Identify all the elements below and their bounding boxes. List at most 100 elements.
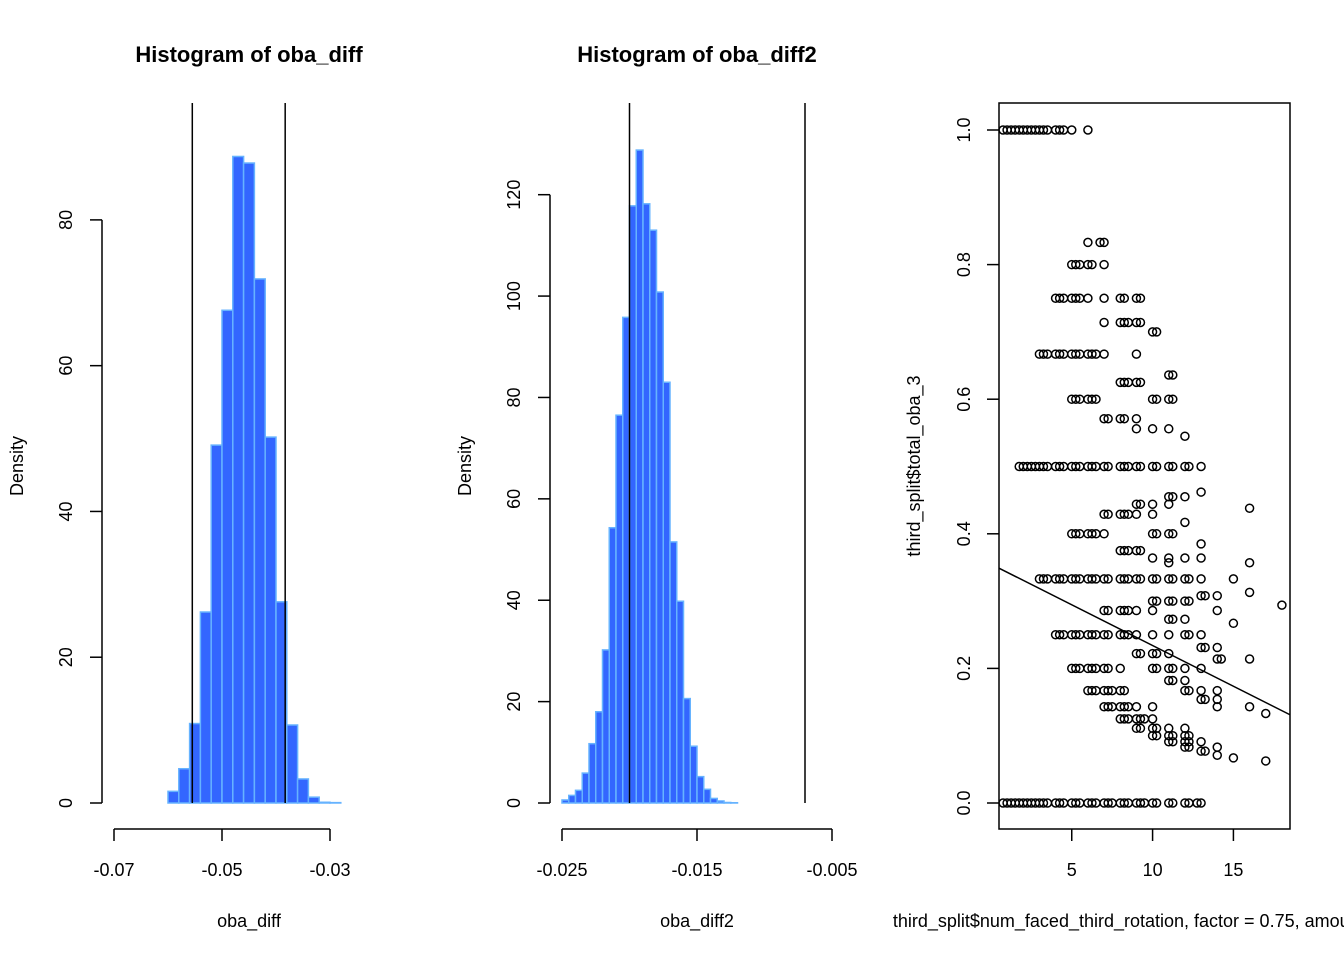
- y-axis: 0 20 40 60 80: [56, 210, 103, 808]
- bars: [167, 155, 342, 804]
- data-point: [1147, 394, 1158, 404]
- histogram-bar: [264, 436, 277, 804]
- y-axis: 0.0 0.2 0.4 0.6 0.8 1.0: [954, 117, 999, 816]
- histogram-bar: [210, 444, 223, 804]
- data-point: [1147, 714, 1158, 724]
- data-point: [1261, 708, 1271, 719]
- data-point: [1083, 259, 1093, 270]
- data-point: [1087, 574, 1097, 584]
- data-point: [1164, 737, 1174, 747]
- data-point: [1131, 648, 1142, 659]
- data-point: [1147, 596, 1158, 606]
- data-point: [1131, 424, 1142, 434]
- data-point: [1164, 798, 1174, 808]
- data-point: [1131, 377, 1142, 388]
- data-point: [1147, 553, 1158, 563]
- data-point: [1151, 529, 1162, 539]
- data-point: [1147, 605, 1158, 616]
- histogram-bar: [716, 800, 725, 804]
- data-point: [1135, 377, 1146, 388]
- data-point: [1087, 461, 1097, 472]
- data-point: [1180, 461, 1190, 472]
- histogram-bar: [682, 697, 691, 804]
- data-point: [1196, 737, 1206, 747]
- reference-lines: [191, 103, 286, 803]
- data-point: [1135, 461, 1146, 472]
- data-point: [1135, 714, 1146, 724]
- histogram-bar: [615, 414, 624, 804]
- data-point: [1135, 723, 1146, 734]
- y-tick-label: 20: [504, 692, 524, 712]
- data-point: [1228, 618, 1239, 629]
- data-point: [1212, 654, 1222, 664]
- data-point: [1151, 327, 1162, 337]
- data-point: [1103, 630, 1113, 640]
- histogram-bar: [703, 788, 712, 804]
- data-point: [1071, 663, 1081, 674]
- data-point: [1151, 394, 1162, 404]
- histogram-bar: [232, 155, 245, 804]
- histogram-bar: [709, 797, 718, 804]
- data-point: [1164, 663, 1174, 674]
- data-point: [1119, 605, 1130, 616]
- data-point: [1180, 431, 1190, 441]
- data-point: [1054, 293, 1065, 303]
- y-tick-label: 80: [56, 210, 76, 230]
- data-point: [1135, 293, 1146, 303]
- data-point: [1103, 702, 1113, 712]
- data-point: [1071, 529, 1081, 539]
- data-point: [1147, 509, 1158, 520]
- histogram-bar: [635, 149, 644, 804]
- x-tick-label: -0.025: [536, 860, 587, 880]
- data-point: [1244, 702, 1255, 712]
- data-point: [1180, 553, 1190, 563]
- data-point: [1147, 424, 1158, 434]
- data-point: [1071, 259, 1081, 270]
- data-point: [1196, 590, 1206, 601]
- data-point: [1164, 499, 1174, 509]
- y-tick-label: 0: [504, 798, 524, 808]
- data-point: [1192, 798, 1202, 808]
- data-point: [1168, 663, 1178, 674]
- data-point: [1087, 798, 1097, 808]
- data-point: [1071, 798, 1081, 808]
- data-point: [1054, 630, 1065, 640]
- x-tick-label: -0.07: [93, 860, 134, 880]
- data-point: [1244, 587, 1255, 598]
- data-point: [1212, 702, 1222, 712]
- data-point: [1038, 574, 1049, 584]
- data-point: [1054, 798, 1065, 808]
- data-point: [1119, 574, 1130, 584]
- data-point: [1131, 499, 1142, 509]
- data-point: [1196, 630, 1206, 640]
- histogram-bar: [561, 799, 570, 804]
- x-axis: 5 10 15: [1067, 829, 1243, 880]
- y-tick-label: 60: [504, 489, 524, 509]
- histogram-bar: [275, 601, 288, 804]
- data-point: [1228, 753, 1239, 763]
- data-point: [1067, 125, 1077, 135]
- data-point: [1216, 654, 1227, 664]
- data-point: [1099, 574, 1109, 584]
- data-point: [1196, 574, 1206, 584]
- data-point: [1196, 798, 1206, 808]
- data-point: [1087, 663, 1097, 674]
- data-point: [1135, 798, 1146, 808]
- reference-lines: [628, 103, 806, 803]
- data-point: [1131, 413, 1142, 424]
- data-point: [1261, 756, 1271, 766]
- data-point: [1196, 746, 1206, 756]
- data-point: [1168, 492, 1178, 502]
- data-point: [1164, 574, 1174, 584]
- data-point: [1054, 125, 1065, 135]
- x-tick-label: 5: [1067, 860, 1077, 880]
- histogram-bar: [568, 794, 577, 804]
- histogram-bar: [167, 790, 180, 804]
- data-point: [1103, 509, 1113, 520]
- y-tick-label: 0: [56, 798, 76, 808]
- data-point: [1147, 327, 1158, 337]
- data-point: [1196, 461, 1206, 472]
- data-point: [1103, 685, 1113, 696]
- data-point: [1103, 461, 1113, 472]
- y-axis-label: Density: [7, 436, 27, 496]
